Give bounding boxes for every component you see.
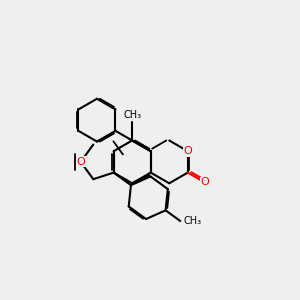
Text: CH₃: CH₃ (123, 110, 141, 120)
Text: O: O (200, 177, 209, 187)
Text: O: O (183, 146, 192, 156)
Text: CH₃: CH₃ (183, 216, 201, 226)
Text: O: O (76, 157, 85, 167)
